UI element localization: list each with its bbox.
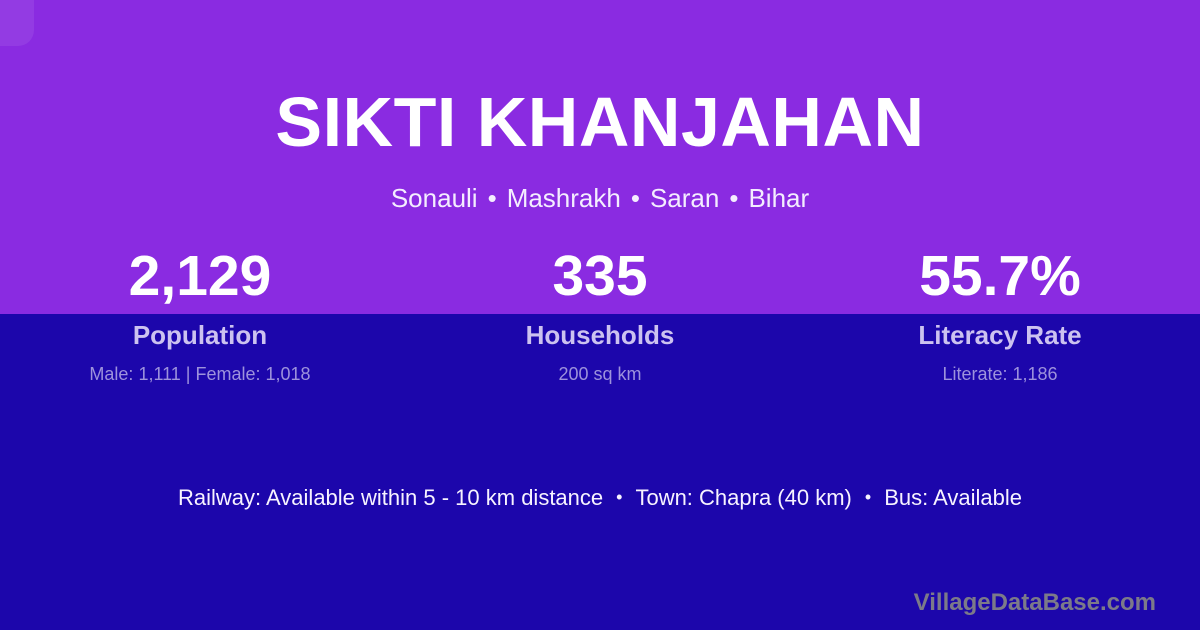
stat-population: 2,129 Population Male: 1,111 | Female: 1… bbox=[0, 248, 400, 385]
purple-header-band bbox=[0, 0, 1200, 314]
stat-households: 335 Households 200 sq km bbox=[400, 248, 800, 385]
breadcrumb: Sonauli • Mashrakh • Saran • Bihar bbox=[0, 183, 1200, 214]
facility-bus: Bus: Available bbox=[884, 485, 1022, 510]
site-watermark: VillageDataBase.com bbox=[913, 589, 1156, 616]
population-detail: Male: 1,111 | Female: 1,018 bbox=[89, 364, 311, 384]
households-value: 335 bbox=[552, 244, 648, 308]
population-label: Population bbox=[132, 320, 268, 350]
breadcrumb-separator: • bbox=[630, 183, 640, 213]
literacy-label: Literacy Rate bbox=[918, 320, 1082, 350]
breadcrumb-item-block: Mashrakh bbox=[506, 183, 621, 213]
literacy-detail: Literate: 1,186 bbox=[942, 364, 1058, 384]
literacy-value: 55.7% bbox=[919, 244, 1081, 308]
breadcrumb-item-district: Saran bbox=[649, 183, 720, 213]
facilities-separator: • bbox=[864, 487, 872, 507]
facilities-separator: • bbox=[616, 487, 623, 507]
corner-accent-patch bbox=[0, 0, 34, 46]
stats-row: 2,129 Population Male: 1,111 | Female: 1… bbox=[0, 248, 1200, 385]
breadcrumb-separator: • bbox=[487, 183, 497, 213]
stat-literacy: 55.7% Literacy Rate Literate: 1,186 bbox=[800, 248, 1200, 385]
facility-railway: Railway: Available within 5 - 10 km dist… bbox=[178, 485, 604, 510]
breadcrumb-item-state: Bihar bbox=[748, 183, 810, 213]
breadcrumb-item-panchayat: Sonauli bbox=[390, 183, 478, 213]
facility-town: Town: Chapra (40 km) bbox=[635, 485, 852, 510]
facilities-line: Railway: Available within 5 - 10 km dist… bbox=[0, 485, 1200, 511]
page-title: SIKTI KHANJAHAN bbox=[275, 83, 925, 161]
breadcrumb-separator: • bbox=[729, 183, 739, 213]
population-value: 2,129 bbox=[128, 244, 272, 308]
households-detail: 200 sq km bbox=[558, 364, 642, 384]
households-label: Households bbox=[525, 320, 675, 350]
